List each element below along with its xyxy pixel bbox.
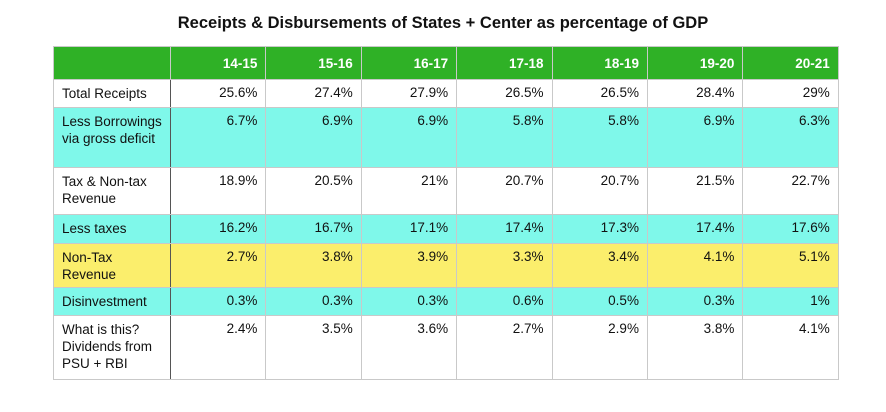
table-cell: 28.4% [646, 79, 744, 108]
table-cell: 18.9% [169, 167, 267, 215]
table-cell: 21% [360, 167, 458, 215]
table-cell: 21.5% [646, 167, 744, 215]
table-cell: 0.3% [360, 287, 458, 316]
table-cell: 2.7% [456, 315, 553, 380]
table-cell: 16.2% [169, 214, 267, 244]
table-cell: 0.3% [265, 287, 362, 316]
table-cell: 0.3% [646, 287, 744, 316]
table-row-tax-non-tax-revenue: Tax & Non-tax Revenue 18.9% 20.5% 21% 20… [53, 167, 839, 215]
column-header: 16-17 [360, 46, 458, 80]
row-label: Total Receipts [53, 79, 171, 108]
table-cell: 22.7% [742, 167, 839, 215]
table-cell: 6.9% [360, 107, 458, 168]
table-row-total-receipts: Total Receipts 25.6% 27.4% 27.9% 26.5% 2… [53, 79, 839, 108]
table-cell: 3.4% [551, 243, 648, 288]
column-header: 17-18 [456, 46, 553, 80]
table-cell: 6.9% [646, 107, 744, 168]
header-corner-cell [53, 46, 171, 80]
table-cell: 17.4% [456, 214, 553, 244]
table-cell: 3.9% [360, 243, 458, 288]
table-cell: 20.7% [551, 167, 648, 215]
table-cell: 17.1% [360, 214, 458, 244]
table-cell: 17.3% [551, 214, 648, 244]
table-cell: 5.8% [551, 107, 648, 168]
table-title: Receipts & Disbursements of States + Cen… [177, 14, 709, 32]
column-header: 18-19 [551, 46, 648, 80]
row-label: Less taxes [53, 214, 171, 244]
table-cell: 17.6% [742, 214, 839, 244]
table-cell: 3.5% [265, 315, 362, 380]
table-row-dividends: What is this? Dividends from PSU + RBI 2… [53, 315, 839, 380]
table-cell: 20.7% [456, 167, 553, 215]
table-row-non-tax-revenue: Non-Tax Revenue 2.7% 3.8% 3.9% 3.3% 3.4%… [53, 243, 839, 288]
column-header: 19-20 [646, 46, 744, 80]
table-cell: 17.4% [646, 214, 744, 244]
row-label: Disinvestment [53, 287, 171, 316]
table-cell: 3.6% [360, 315, 458, 380]
table-row-disinvestment: Disinvestment 0.3% 0.3% 0.3% 0.6% 0.5% 0… [53, 287, 839, 316]
table-cell: 6.3% [742, 107, 839, 168]
table-cell: 16.7% [265, 214, 362, 244]
table-cell: 2.7% [169, 243, 267, 288]
table-cell: 1% [742, 287, 839, 316]
table-cell: 0.6% [456, 287, 553, 316]
column-header: 20-21 [742, 46, 839, 80]
table-cell: 25.6% [169, 79, 267, 108]
table-cell: 27.4% [265, 79, 362, 108]
table-cell: 6.9% [265, 107, 362, 168]
row-label: What is this? Dividends from PSU + RBI [53, 315, 171, 380]
row-label: Less Borrowings via gross deficit [53, 107, 171, 168]
row-label: Non-Tax Revenue [53, 243, 171, 288]
table-cell: 6.7% [169, 107, 267, 168]
table-cell: 29% [742, 79, 839, 108]
table-cell: 0.3% [169, 287, 267, 316]
table-cell: 0.5% [551, 287, 648, 316]
row-label: Tax & Non-tax Revenue [53, 167, 171, 215]
column-header: 15-16 [265, 46, 362, 80]
table-cell: 2.9% [551, 315, 648, 380]
gdp-percentage-table: 14-15 15-16 16-17 17-18 18-19 19-20 20-2… [53, 46, 839, 380]
header-row: 14-15 15-16 16-17 17-18 18-19 19-20 20-2… [53, 46, 839, 80]
table-cell: 26.5% [551, 79, 648, 108]
table-cell: 3.8% [646, 315, 744, 380]
table-row-less-taxes: Less taxes 16.2% 16.7% 17.1% 17.4% 17.3%… [53, 214, 839, 244]
table-cell: 27.9% [360, 79, 458, 108]
table-cell: 2.4% [169, 315, 267, 380]
column-header: 14-15 [169, 46, 267, 80]
table-cell: 4.1% [646, 243, 744, 288]
table-cell: 4.1% [742, 315, 839, 380]
table-cell: 3.3% [456, 243, 553, 288]
table-cell: 5.1% [742, 243, 839, 288]
table-cell: 3.8% [265, 243, 362, 288]
table-cell: 5.8% [456, 107, 553, 168]
table-row-less-borrowings: Less Borrowings via gross deficit 6.7% 6… [53, 107, 839, 168]
table-cell: 20.5% [265, 167, 362, 215]
table-cell: 26.5% [456, 79, 553, 108]
